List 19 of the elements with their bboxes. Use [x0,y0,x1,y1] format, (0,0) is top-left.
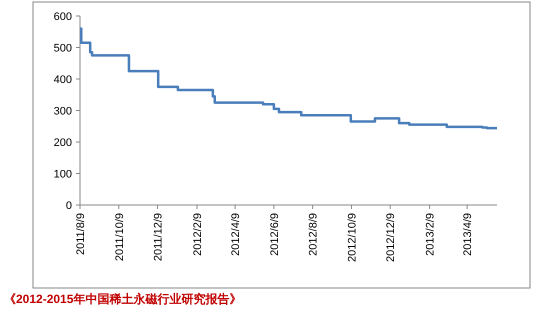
x-tick-label: 2012/12/9 [385,213,398,262]
x-tick-label: 2012/4/9 [230,213,242,256]
y-tick-label: 400 [54,74,72,86]
x-tick-label: 2012/6/9 [268,213,281,256]
y-tick-label: 500 [54,42,72,54]
y-tick-label: 600 [54,11,72,23]
x-tick-label: 2012/2/9 [192,213,204,256]
y-tick-label: 0 [66,200,72,212]
x-tick-label: 2013/2/9 [424,213,437,256]
x-tick-label: 2012/8/9 [308,213,320,256]
text: 《2012-2015年中国稀土永磁行业研究报告》 [4,292,242,306]
x-tick-label: 2011/8/9 [75,213,87,256]
y-tick-label: 300 [54,106,72,118]
y-tick-label: 200 [54,137,72,149]
x-tick-label: 2012/10/9 [346,213,358,262]
y-tick-label: 100 [54,168,72,180]
x-tick-label: 2011/10/9 [114,213,126,262]
x-tick-label: 2011/12/9 [152,213,165,262]
x-tick-label: 2013/4/9 [462,213,474,256]
